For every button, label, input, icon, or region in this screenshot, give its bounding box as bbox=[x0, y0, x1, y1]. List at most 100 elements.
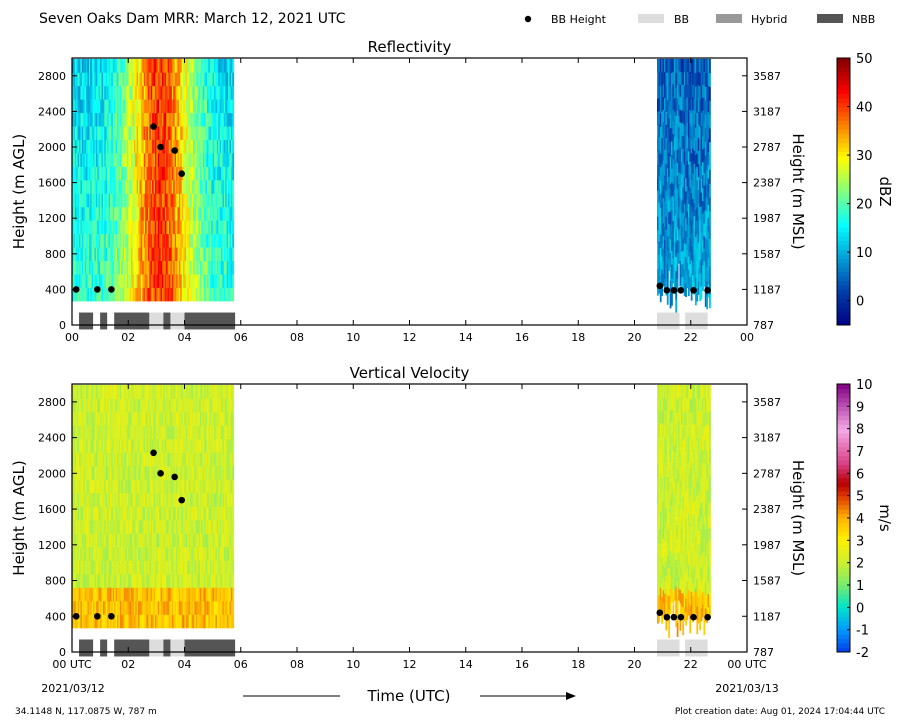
heatmap-cell bbox=[197, 533, 199, 548]
heatmap-cell bbox=[122, 452, 125, 467]
heatmap-cell bbox=[192, 506, 195, 521]
heatmap-cell bbox=[95, 233, 98, 248]
heatmap-cell bbox=[93, 533, 95, 548]
heatmap-cell bbox=[696, 220, 699, 235]
heatmap-cell bbox=[675, 256, 678, 272]
heatmap-cell bbox=[185, 153, 188, 167]
heatmap-cell bbox=[153, 465, 156, 480]
heatmap-cell bbox=[221, 153, 223, 167]
heatmap-cell bbox=[140, 260, 143, 275]
heatmap-cell bbox=[152, 600, 154, 615]
heatmap-cell bbox=[86, 153, 88, 167]
heatmap-cell bbox=[686, 58, 689, 72]
heatmap-cell bbox=[199, 233, 202, 248]
heatmap-cell bbox=[142, 287, 145, 302]
heatmap-cell bbox=[204, 438, 206, 453]
heatmap-cell bbox=[191, 398, 194, 413]
heatmap-cell bbox=[214, 546, 216, 561]
heatmap-cell bbox=[142, 492, 145, 507]
heatmap-cell bbox=[150, 179, 153, 194]
heatmap-cell bbox=[139, 112, 142, 127]
heatmap-cell bbox=[221, 411, 223, 426]
heatmap-cell bbox=[184, 220, 187, 235]
heatmap-cell bbox=[159, 112, 161, 127]
heatmap-cell bbox=[160, 58, 163, 73]
heatmap-cell bbox=[114, 492, 116, 507]
heatmap-cell bbox=[191, 587, 194, 602]
heatmap-cell bbox=[226, 287, 229, 302]
heatmap-cell bbox=[83, 600, 86, 615]
heatmap-cell bbox=[666, 195, 669, 210]
colorbar-segment bbox=[837, 302, 850, 308]
heatmap-cell bbox=[199, 492, 202, 507]
heatmap-cell bbox=[675, 171, 678, 187]
heatmap-cell bbox=[696, 58, 699, 73]
heatmap-cell bbox=[159, 166, 161, 181]
heatmap-cell bbox=[77, 506, 80, 521]
heatmap-cell bbox=[105, 519, 108, 534]
heatmap-cell bbox=[707, 270, 710, 285]
heatmap-cell bbox=[119, 398, 122, 413]
heatmap-cell bbox=[686, 135, 689, 149]
heatmap-cell bbox=[118, 153, 121, 167]
heatmap-cell bbox=[90, 126, 93, 140]
heatmap-cell bbox=[195, 206, 198, 221]
heatmap-cell bbox=[661, 190, 664, 204]
heatmap-cell bbox=[126, 206, 129, 221]
heatmap-cell bbox=[197, 166, 199, 181]
heatmap-cell bbox=[154, 452, 157, 467]
heatmap-cell bbox=[198, 587, 201, 602]
heatmap-cell bbox=[125, 179, 128, 194]
heatmap-cell bbox=[664, 201, 666, 215]
heatmap-cell bbox=[87, 614, 90, 629]
heatmap-cell bbox=[221, 600, 223, 615]
heatmap-cell bbox=[214, 506, 216, 521]
heatmap-cell bbox=[146, 398, 149, 413]
heatmap-cell bbox=[94, 587, 97, 602]
heatmap-cell bbox=[198, 72, 201, 87]
heatmap-cell bbox=[211, 452, 214, 467]
heatmap-cell bbox=[83, 479, 86, 494]
heatmap-cell bbox=[140, 506, 143, 521]
heatmap-cell bbox=[142, 411, 145, 426]
heatmap-cell bbox=[111, 287, 114, 302]
heatmap-cell bbox=[202, 384, 205, 399]
heatmap-cell bbox=[111, 260, 114, 275]
heatmap-cell bbox=[205, 533, 208, 548]
heatmap-cell bbox=[662, 248, 665, 262]
heatmap-cell bbox=[118, 560, 121, 575]
heatmap-cell bbox=[195, 479, 198, 494]
heatmap-cell bbox=[673, 124, 676, 138]
heatmap-cell bbox=[164, 166, 167, 181]
heatmap-cell bbox=[163, 425, 166, 440]
heatmap-cell bbox=[690, 286, 693, 301]
heatmap-cell bbox=[81, 112, 84, 127]
heatmap-cell bbox=[129, 153, 132, 167]
heatmap-cell bbox=[95, 72, 98, 87]
heatmap-cell bbox=[212, 220, 215, 235]
heatmap-cell bbox=[207, 614, 209, 629]
heatmap-cell bbox=[91, 72, 94, 87]
heatmap-cell bbox=[223, 587, 226, 602]
heatmap-cell bbox=[121, 600, 124, 615]
heatmap-cell bbox=[190, 533, 192, 548]
heatmap-cell bbox=[659, 72, 662, 87]
heatmap-cell bbox=[77, 492, 80, 507]
heatmap-cell bbox=[154, 72, 157, 87]
heatmap-cell bbox=[194, 206, 197, 221]
heatmap-cell bbox=[107, 126, 109, 140]
heatmap-cell bbox=[153, 600, 156, 615]
heatmap-cell bbox=[90, 560, 93, 575]
heatmap-cell bbox=[111, 112, 114, 127]
heatmap-cell bbox=[150, 425, 153, 440]
heatmap-cell bbox=[685, 138, 687, 152]
heatmap-cell bbox=[101, 452, 104, 467]
heatmap-cell bbox=[95, 126, 98, 140]
heatmap-cell bbox=[226, 166, 229, 181]
heatmap-cell bbox=[153, 153, 156, 167]
heatmap-cell bbox=[184, 587, 187, 602]
heatmap-cell bbox=[145, 58, 147, 73]
colorbar-segment bbox=[837, 236, 850, 241]
heatmap-cell bbox=[150, 587, 153, 602]
